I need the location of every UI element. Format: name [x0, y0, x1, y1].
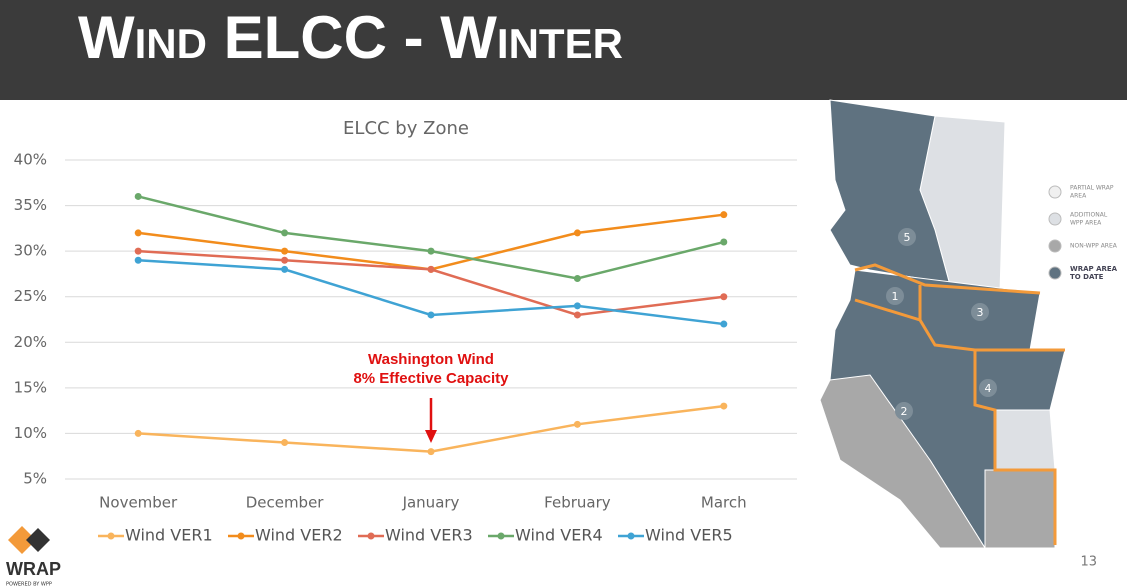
data-point: [427, 265, 435, 273]
data-point: [427, 311, 435, 319]
legend-swatch: [1048, 266, 1062, 280]
legend-marker: [497, 532, 505, 540]
data-point: [720, 293, 728, 301]
legend-label: Wind VER5: [645, 526, 733, 545]
y-tick-label: 15%: [14, 378, 47, 396]
data-point: [720, 211, 728, 219]
chart-title: ELCC by Zone: [343, 118, 469, 139]
y-tick-label: 30%: [14, 242, 47, 260]
logo-mark: [26, 528, 50, 552]
logo: WRAP POWERED BY WPP: [6, 526, 61, 588]
slide-title: Wind ELCC - Winter: [78, 4, 623, 71]
map-legend-label: TO DATE: [1070, 273, 1104, 281]
data-point: [281, 256, 289, 264]
x-tick-label: January: [402, 494, 460, 512]
zone-label: 3: [977, 306, 984, 319]
zone-badge: [895, 402, 913, 420]
y-tick-label: 35%: [14, 196, 47, 214]
data-point: [134, 229, 142, 237]
data-point: [134, 429, 142, 437]
data-point: [281, 229, 289, 237]
annotation-text: Washington Wind: [368, 351, 494, 368]
series-line: [138, 249, 724, 317]
zone-border: [973, 350, 1057, 545]
map-legend-label: NON-WPP AREA: [1070, 243, 1118, 250]
map-region: [819, 374, 986, 549]
zone-label: 5: [904, 231, 911, 244]
data-point: [134, 256, 142, 264]
map-region: [984, 469, 1056, 549]
page-number: 13: [1080, 555, 1097, 570]
x-tick-label: November: [99, 494, 178, 512]
x-tick-label: December: [246, 494, 325, 512]
data-point: [281, 247, 289, 255]
y-tick-label: 20%: [14, 333, 47, 351]
data-point: [134, 192, 142, 200]
data-point: [281, 265, 289, 273]
zone-border: [854, 263, 1041, 295]
legend-label: Wind VER1: [125, 526, 213, 545]
map-legend-label: PARTIAL WRAP: [1070, 185, 1114, 192]
legend-label: Wind VER4: [515, 526, 603, 545]
data-point: [720, 402, 728, 410]
y-tick-label: 25%: [14, 287, 47, 305]
data-point: [281, 439, 289, 447]
zone-badge: [886, 287, 904, 305]
header-bar: [0, 0, 1127, 100]
data-point: [427, 448, 435, 456]
legend-marker: [367, 532, 375, 540]
map-legend-label: ADDITIONAL: [1070, 212, 1108, 219]
legend-swatch: [1048, 185, 1062, 199]
zone-label: 2: [901, 405, 908, 418]
legend-marker: [627, 532, 635, 540]
legend-marker: [107, 532, 115, 540]
map-region: [994, 409, 1056, 471]
y-tick-label: 40%: [14, 151, 47, 169]
legend-swatch: [1048, 239, 1062, 253]
map-legend-label: AREA: [1070, 193, 1087, 200]
data-point: [134, 247, 142, 255]
zone-label: 1: [892, 290, 899, 303]
annotation-arrowhead: [425, 430, 437, 443]
logo-mark: [8, 526, 36, 554]
legend-label: Wind VER3: [385, 526, 473, 545]
map-legend-label: WRAP AREA: [1070, 265, 1118, 273]
logo-name: WRAP: [6, 559, 61, 579]
data-point: [573, 274, 581, 282]
legend-marker: [237, 532, 245, 540]
logo-tagline: POWERED BY WPP: [6, 582, 52, 588]
legend-label: Wind VER2: [255, 526, 343, 545]
y-tick-label: 10%: [14, 424, 47, 442]
data-point: [573, 302, 581, 310]
series-line: [138, 213, 724, 271]
zone-badge: [898, 228, 916, 246]
annotation-text: 8% Effective Capacity: [353, 370, 509, 387]
data-point: [720, 320, 728, 328]
x-tick-label: March: [701, 494, 747, 512]
zone-label: 4: [985, 382, 992, 395]
y-tick-label: 5%: [23, 470, 47, 488]
data-point: [720, 238, 728, 246]
data-point: [573, 229, 581, 237]
data-point: [573, 311, 581, 319]
zone-badge: [971, 303, 989, 321]
legend-swatch: [1048, 212, 1062, 226]
zone-badge: [979, 379, 997, 397]
data-point: [427, 247, 435, 255]
data-point: [573, 420, 581, 428]
zone-border: [854, 298, 1065, 352]
x-tick-label: February: [544, 494, 611, 512]
map-legend-label: WPP AREA: [1070, 220, 1102, 227]
